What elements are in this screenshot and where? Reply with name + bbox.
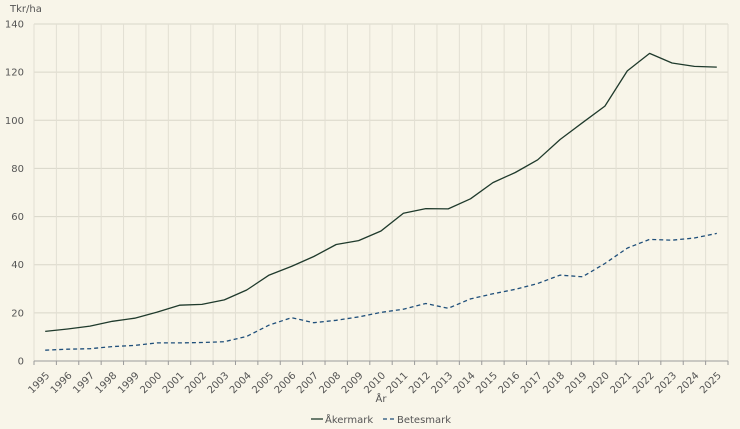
x-tick-label: 2004 bbox=[228, 370, 254, 396]
y-tick-label: 140 bbox=[5, 20, 24, 31]
y-tick-label: 40 bbox=[11, 260, 24, 271]
series-line-åkermark bbox=[45, 52, 717, 333]
legend-label: Betesmark bbox=[397, 415, 451, 426]
y-tick-label: 120 bbox=[5, 68, 24, 79]
x-tick-label: 1995 bbox=[26, 370, 52, 396]
x-tick-label: 2001 bbox=[161, 370, 187, 396]
y-tick-labels: 0 20 40 60 80 100 120 140 bbox=[5, 20, 24, 368]
x-tick-label: 2021 bbox=[609, 370, 635, 396]
x-tick-label: 2015 bbox=[474, 370, 500, 396]
x-tick-label: 1999 bbox=[116, 370, 142, 396]
x-tick-label: 2025 bbox=[698, 370, 724, 396]
axes bbox=[33, 360, 729, 365]
legend-label: Åkermark bbox=[325, 413, 373, 426]
x-tick-label: 2014 bbox=[452, 370, 478, 396]
grid-lines bbox=[33, 23, 729, 361]
x-tick-label: 2011 bbox=[385, 370, 411, 396]
y-tick-label: 100 bbox=[5, 116, 24, 127]
x-tick-labels: 1995199619971998199920002001200220032004… bbox=[26, 370, 723, 396]
y-tick-label: 0 bbox=[18, 357, 24, 368]
y-axis-label: Tkr/ha bbox=[9, 4, 42, 15]
x-tick-label: 1998 bbox=[94, 370, 120, 396]
x-tick-label: 2018 bbox=[541, 370, 567, 396]
x-tick-label: 2019 bbox=[564, 370, 590, 396]
x-tick-label: 2024 bbox=[676, 370, 702, 396]
x-tick-label: 2007 bbox=[295, 370, 321, 396]
x-tick-label: 2020 bbox=[586, 370, 612, 396]
y-tick-label: 60 bbox=[11, 212, 24, 223]
x-tick-label: 2017 bbox=[519, 370, 545, 396]
series-line-betesmark bbox=[45, 232, 717, 351]
x-tick-label: 1996 bbox=[49, 370, 75, 396]
legend: Åkermark Betesmark bbox=[311, 413, 451, 426]
y-tick-label: 80 bbox=[11, 164, 24, 175]
x-tick-label: 2016 bbox=[497, 370, 523, 396]
x-axis-label: År bbox=[376, 392, 388, 405]
y-tick-label: 20 bbox=[11, 308, 24, 319]
x-tick-label: 1997 bbox=[71, 370, 97, 396]
x-tick-label: 2013 bbox=[429, 370, 455, 396]
x-tick-label: 2010 bbox=[362, 370, 388, 396]
x-tick-label: 2003 bbox=[206, 370, 232, 396]
x-tick-label: 2009 bbox=[340, 370, 366, 396]
x-tick-label: 2000 bbox=[138, 370, 164, 396]
x-tick-label: 2012 bbox=[407, 370, 433, 396]
x-tick-label: 2006 bbox=[273, 370, 299, 396]
x-tick-label: 2002 bbox=[183, 370, 209, 396]
series-lines bbox=[45, 52, 717, 351]
x-tick-label: 2005 bbox=[250, 370, 276, 396]
x-tick-label: 2023 bbox=[653, 370, 679, 396]
x-tick-label: 2022 bbox=[631, 370, 657, 396]
x-tick-label: 2008 bbox=[318, 370, 344, 396]
